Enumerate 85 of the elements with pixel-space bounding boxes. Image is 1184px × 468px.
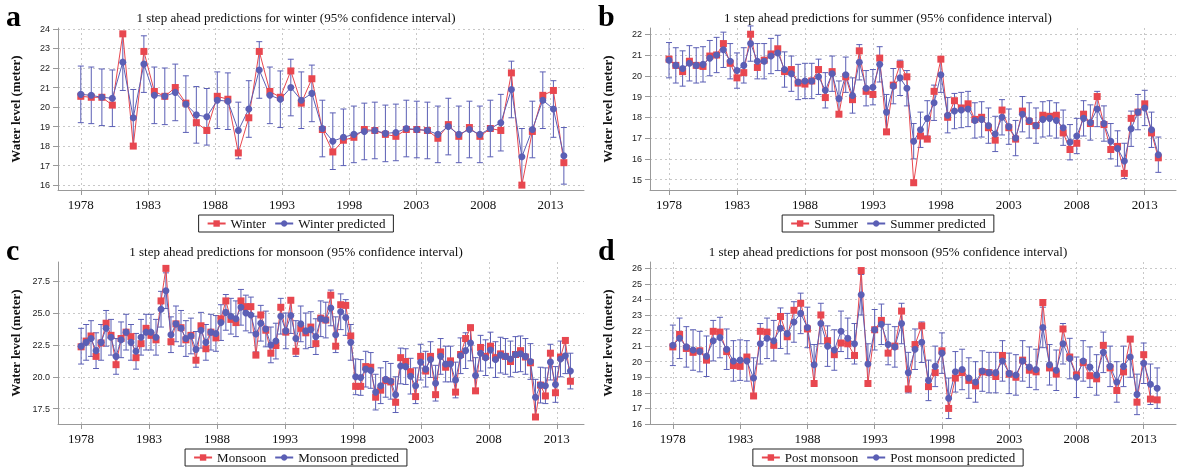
y-axis-title: Water level (meter)	[600, 289, 615, 397]
y-tick-label: 22	[631, 29, 642, 40]
legend-label: Monsoon predicted	[298, 450, 400, 465]
y-tick-label: 17	[631, 133, 642, 144]
text: c	[6, 232, 20, 266]
x-tick-label: 2008	[475, 431, 502, 446]
legend-label: Post monsoon predicted	[890, 450, 1016, 465]
y-tick-label: 16	[631, 419, 642, 429]
x-tick-label: 2003	[996, 431, 1023, 446]
x-tick-label: 1988	[791, 197, 818, 212]
text: b	[598, 0, 615, 32]
y-tick-label: 21	[631, 341, 642, 352]
chart-title: 1 step ahead predictions for monsoon (95% confidence interval)	[129, 244, 463, 259]
x-tick-label: 2003	[407, 431, 434, 446]
x-tick-label: 1988	[204, 431, 231, 446]
y-tick-label: 20	[39, 102, 50, 113]
legend-label: Post monsoon	[784, 450, 859, 465]
x-tick-label: 1983	[136, 431, 163, 446]
y-tick-label: 17.5	[32, 403, 50, 414]
x-tick-label: 1998	[927, 197, 954, 212]
x-tick-label: 1988	[201, 197, 228, 212]
y-tick-label: 19	[631, 91, 642, 102]
x-tick-label: 1983	[727, 431, 754, 446]
x-tick-label: 2008	[1063, 197, 1090, 212]
x-tick-label: 2013	[543, 431, 570, 446]
y-tick-label: 15	[631, 174, 642, 185]
y-tick-label: 19	[631, 372, 642, 383]
x-tick-label: 1988	[794, 431, 821, 446]
x-tick-label: 2008	[1063, 431, 1090, 446]
chart-title: 1 step ahead predictions for summer (95% confidence interval)	[724, 10, 1052, 25]
y-tick-label: 20	[631, 356, 642, 367]
legend-label: Summer	[814, 216, 859, 231]
y-tick-label: 22	[631, 325, 642, 336]
x-tick-label: 1993	[271, 431, 298, 446]
x-tick-label: 2013	[537, 197, 564, 212]
y-tick-label: 18	[631, 387, 642, 398]
legend-label: Summer predicted	[890, 216, 987, 231]
y-tick-label: 17	[631, 403, 642, 414]
y-tick-label: 22	[39, 63, 50, 74]
text: d	[598, 232, 615, 266]
y-tick-label: 21	[631, 50, 642, 60]
y-tick-label: 25	[631, 278, 642, 289]
y-tick-label: 23	[39, 43, 50, 54]
x-tick-label: 2013	[1130, 431, 1157, 446]
text: a	[6, 0, 21, 32]
y-tick-label: 24	[631, 294, 642, 305]
x-tick-label: 1978	[659, 431, 686, 446]
y-tick-label: 25.0	[32, 308, 50, 319]
y-tick-label: 18	[39, 141, 50, 152]
x-tick-label: 1998	[928, 431, 955, 446]
y-tick-label: 20.0	[32, 371, 50, 382]
y-tick-label: 20	[631, 70, 642, 81]
legend-label: Winter	[230, 216, 267, 231]
x-tick-label: 1978	[656, 197, 683, 212]
x-tick-label: 1993	[859, 197, 886, 212]
y-axis-title: Water level (meter)	[600, 55, 615, 163]
y-tick-label: 27.5	[32, 276, 50, 287]
x-tick-label: 1998	[336, 197, 363, 212]
y-tick-label: 24	[39, 23, 50, 34]
y-tick-label: 16	[631, 153, 642, 164]
x-tick-label: 2008	[470, 197, 497, 212]
y-tick-label: 21	[39, 82, 50, 93]
x-tick-label: 1978	[67, 197, 94, 212]
legend-label: Monsoon	[217, 450, 267, 465]
y-tick-label: 22.5	[32, 339, 50, 350]
x-tick-label: 1978	[68, 431, 95, 446]
y-tick-label: 16	[39, 180, 50, 191]
chart-title: 1 step ahead predictions for winter (95% confidence interval)	[136, 10, 456, 25]
y-axis-title: Water level (meter)	[7, 289, 23, 397]
x-tick-label: 1998	[339, 431, 366, 446]
y-tick-label: 19	[39, 121, 50, 132]
y-tick-label: 26	[631, 263, 642, 274]
y-tick-label: 23	[631, 309, 642, 320]
x-tick-label: 2013	[1131, 197, 1158, 212]
x-tick-label: 2003	[403, 197, 430, 212]
legend-label: Winter predicted	[298, 216, 386, 231]
x-tick-label: 1983	[134, 197, 161, 212]
x-tick-label: 1983	[723, 197, 750, 212]
y-tick-label: 18	[631, 112, 642, 123]
y-axis-title: Water level (meter)	[8, 55, 23, 163]
y-tick-label: 17	[39, 160, 50, 171]
x-tick-label: 1993	[269, 197, 296, 212]
x-tick-label: 2003	[995, 197, 1022, 212]
x-tick-label: 1993	[861, 431, 888, 446]
chart-title: 1 step ahead predictions for post monsoon (95% confidence interval)	[708, 244, 1068, 259]
